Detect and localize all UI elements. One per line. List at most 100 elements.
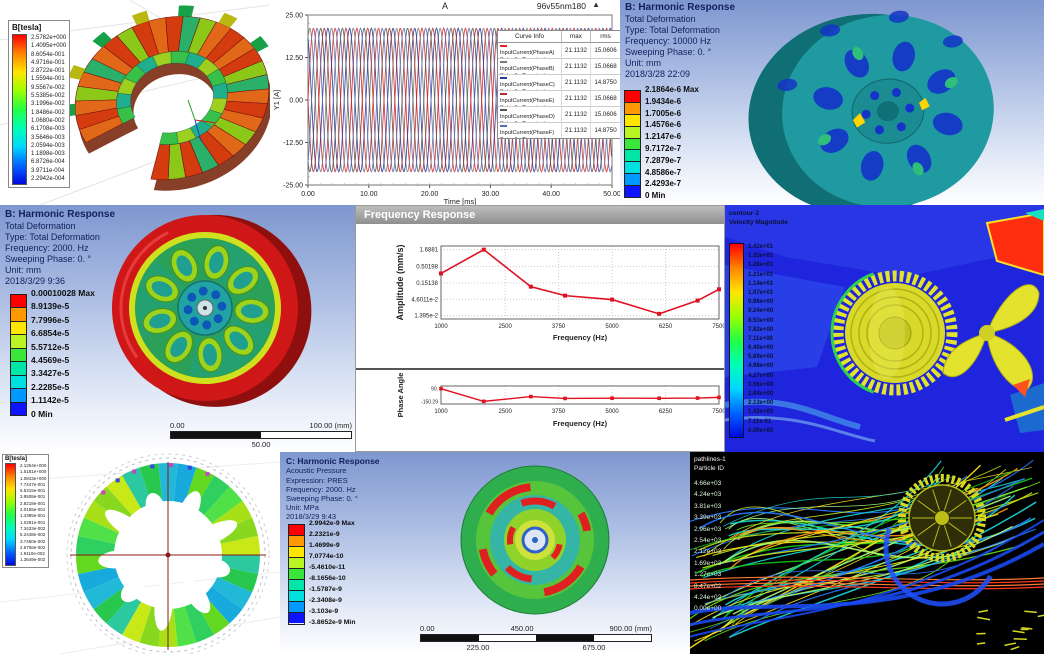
scale-min: 0.00	[170, 421, 185, 430]
legend-color-cell	[289, 591, 304, 603]
deformed-wheel-render	[112, 214, 312, 407]
scale-three-quarter: 675.00	[582, 643, 606, 652]
svg-text:Amplitude (mm/s): Amplitude (mm/s)	[395, 244, 405, 320]
svg-text:6250: 6250	[659, 409, 673, 415]
svg-text:3750: 3750	[552, 324, 566, 330]
legend-value: 8.47e+02	[694, 582, 722, 590]
svg-text:7500: 7500	[712, 409, 724, 415]
legend-color-cell	[11, 389, 26, 403]
svg-text:90.: 90.	[431, 387, 438, 393]
legend-value: 0 Min	[645, 191, 666, 201]
legend-value: -8.1656e-10	[309, 575, 346, 582]
color-scale-bar	[729, 243, 744, 439]
svg-text:0.00: 0.00	[301, 191, 315, 198]
legend-color-cell	[625, 138, 640, 151]
series-color-swatch	[500, 108, 507, 111]
legend-value: 2.6756e-002	[20, 544, 46, 550]
svg-text:5000: 5000	[605, 324, 619, 330]
svg-text:20.00: 20.00	[421, 191, 439, 198]
legend-value: 1.1898e-003	[31, 151, 65, 158]
scale-ruler: 0.00 450.00 900.00 (mm) 225.00 675.00	[420, 624, 652, 652]
result-title: B: Harmonic Response	[625, 2, 736, 13]
deformation-legend: 0.00010028 Max 8.9139e-5 7.7996e-5 6.6854e-…	[10, 287, 95, 421]
legend-color-cell	[11, 294, 26, 309]
pathlines-title-block: pathlines-1 Particle ID	[694, 456, 726, 474]
series-color-swatch	[500, 124, 507, 127]
frequency-response-charts: 1.6881 0.50198 0.15138 4.6011e-2 1.395e-2 100…	[356, 244, 724, 428]
legend-value: 0 Min	[31, 408, 53, 419]
legend-value: 1.21e+01	[748, 271, 774, 278]
svg-text:1000: 1000	[434, 324, 448, 330]
legend-value: 2.5782e+000	[31, 35, 67, 41]
chart-annotation: 96v55nm180	[536, 1, 586, 11]
curve-info-row: InputCurrent(PhaseD)Setup1 : Transient21…	[498, 107, 620, 123]
result-line: Unit: mm	[625, 58, 661, 69]
scale-mid: 50.00	[251, 440, 271, 449]
legend-value: 2.9942e-9 Max	[309, 520, 355, 527]
legend-value: 1.4395e-001	[20, 513, 46, 519]
svg-text:-12.50: -12.50	[283, 140, 303, 147]
pathlines-variable: Particle ID	[694, 464, 724, 472]
legend-values: 4.66e+03 4.24e+03 3.81e+03 3.39e+03 2.96e+03…	[694, 478, 721, 615]
triangle-marker-icon: ▲	[592, 0, 600, 9]
b-field-legend: B[tesla] 2.5782e+000 1.4095e+000 8.6054e-0…	[8, 20, 71, 189]
legend-value: -1.5787e-9	[309, 586, 342, 593]
svg-text:4.6011e-2: 4.6011e-2	[411, 297, 438, 303]
acoustic-disc-render	[460, 465, 610, 615]
motor-field-render	[0, 0, 270, 205]
legend-value: 4.9716e-001	[31, 59, 65, 66]
panel-frequency-response: Frequency Response 1.6881 0.50198 0.15138 4…	[355, 205, 725, 452]
legend-color-cell	[289, 568, 304, 581]
svg-text:25.00: 25.00	[285, 13, 303, 20]
legend-color-cell	[625, 162, 640, 175]
svg-text:1000: 1000	[434, 409, 448, 415]
legend-value: 2.2285e-5	[31, 381, 70, 392]
legend-color-cell	[289, 524, 304, 536]
result-line: Type: Total Deformation	[5, 232, 100, 243]
svg-text:Time [ms]: Time [ms]	[444, 197, 477, 205]
result-line: Sweeping Phase: 0. °	[286, 493, 358, 503]
legend-color-cell	[11, 402, 26, 416]
legend-value: 2.54e+03	[694, 536, 722, 544]
legend-color-cell	[11, 348, 26, 363]
result-line: Total Deformation	[5, 221, 76, 232]
legend-value: 8.53e+00	[748, 317, 774, 324]
panel-current-plot: 25.00 12.50 0.00 -12.50 -25.00 0.00 10.00 20.00…	[270, 0, 620, 205]
legend-value: 2.4293e-7	[645, 179, 682, 189]
svg-text:30.00: 30.00	[482, 191, 500, 198]
result-line: Frequency: 2000. Hz	[286, 484, 356, 494]
result-info-block: B: Harmonic Response Total Deformation T…	[5, 209, 115, 287]
svg-text:-25.00: -25.00	[283, 183, 303, 190]
series-color-swatch	[500, 76, 507, 79]
legend-values: 2.9942e-9 Max 2.2321e-9 1.4699e-9 7.0774e-1…	[309, 518, 355, 628]
svg-text:Frequency (Hz): Frequency (Hz)	[553, 333, 608, 342]
legend-title: B[tesla]	[5, 456, 28, 462]
legend-value: 2.0155e-001	[20, 507, 46, 513]
legend-value: 7.11e-01	[748, 418, 772, 425]
legend-value: 1.9110e-002	[20, 551, 45, 557]
legend-value: 2.84e+00	[748, 391, 774, 397]
panel-cfd-velocity: contour-2 Velocity Magnitude 1.42e+01 1.3…	[725, 205, 1044, 452]
legend-value: 2.8722e-001	[31, 68, 65, 75]
svg-text:50.00: 50.00	[603, 191, 620, 198]
legend-value: 3.3427e-5	[31, 368, 70, 379]
result-title: C: Harmonic Response	[286, 456, 380, 466]
legend-color-cell	[11, 375, 26, 390]
legend-value: 2.2321e-9	[309, 531, 340, 538]
legend-value: 3.9711e-004	[31, 167, 65, 174]
legend-value: 1.7005e-6	[645, 108, 682, 118]
panel-harmonic-10000hz: B: Harmonic Response Total Deformation T…	[620, 0, 1044, 205]
legend-value: 1.07e+01	[748, 289, 774, 296]
svg-text:2500: 2500	[498, 324, 512, 330]
color-scale-bar	[12, 34, 27, 186]
legend-value: 7.3433e-002	[20, 525, 46, 531]
chart-title: A	[441, 1, 448, 11]
deformed-wheel-render	[748, 10, 994, 205]
velocity-legend: 1.42e+01 1.35e+01 1.28e+01 1.21e+01 1.14e+01…	[729, 243, 774, 439]
legend-color-cell	[625, 114, 640, 127]
result-line: Expression: PRES	[286, 475, 348, 485]
legend-value: 1.2147e-6	[645, 132, 682, 142]
window-titlebar[interactable]: Frequency Response	[356, 206, 724, 224]
legend-value: 7.0774e-10	[309, 553, 344, 560]
legend-value: 2.96e+03	[694, 525, 722, 533]
